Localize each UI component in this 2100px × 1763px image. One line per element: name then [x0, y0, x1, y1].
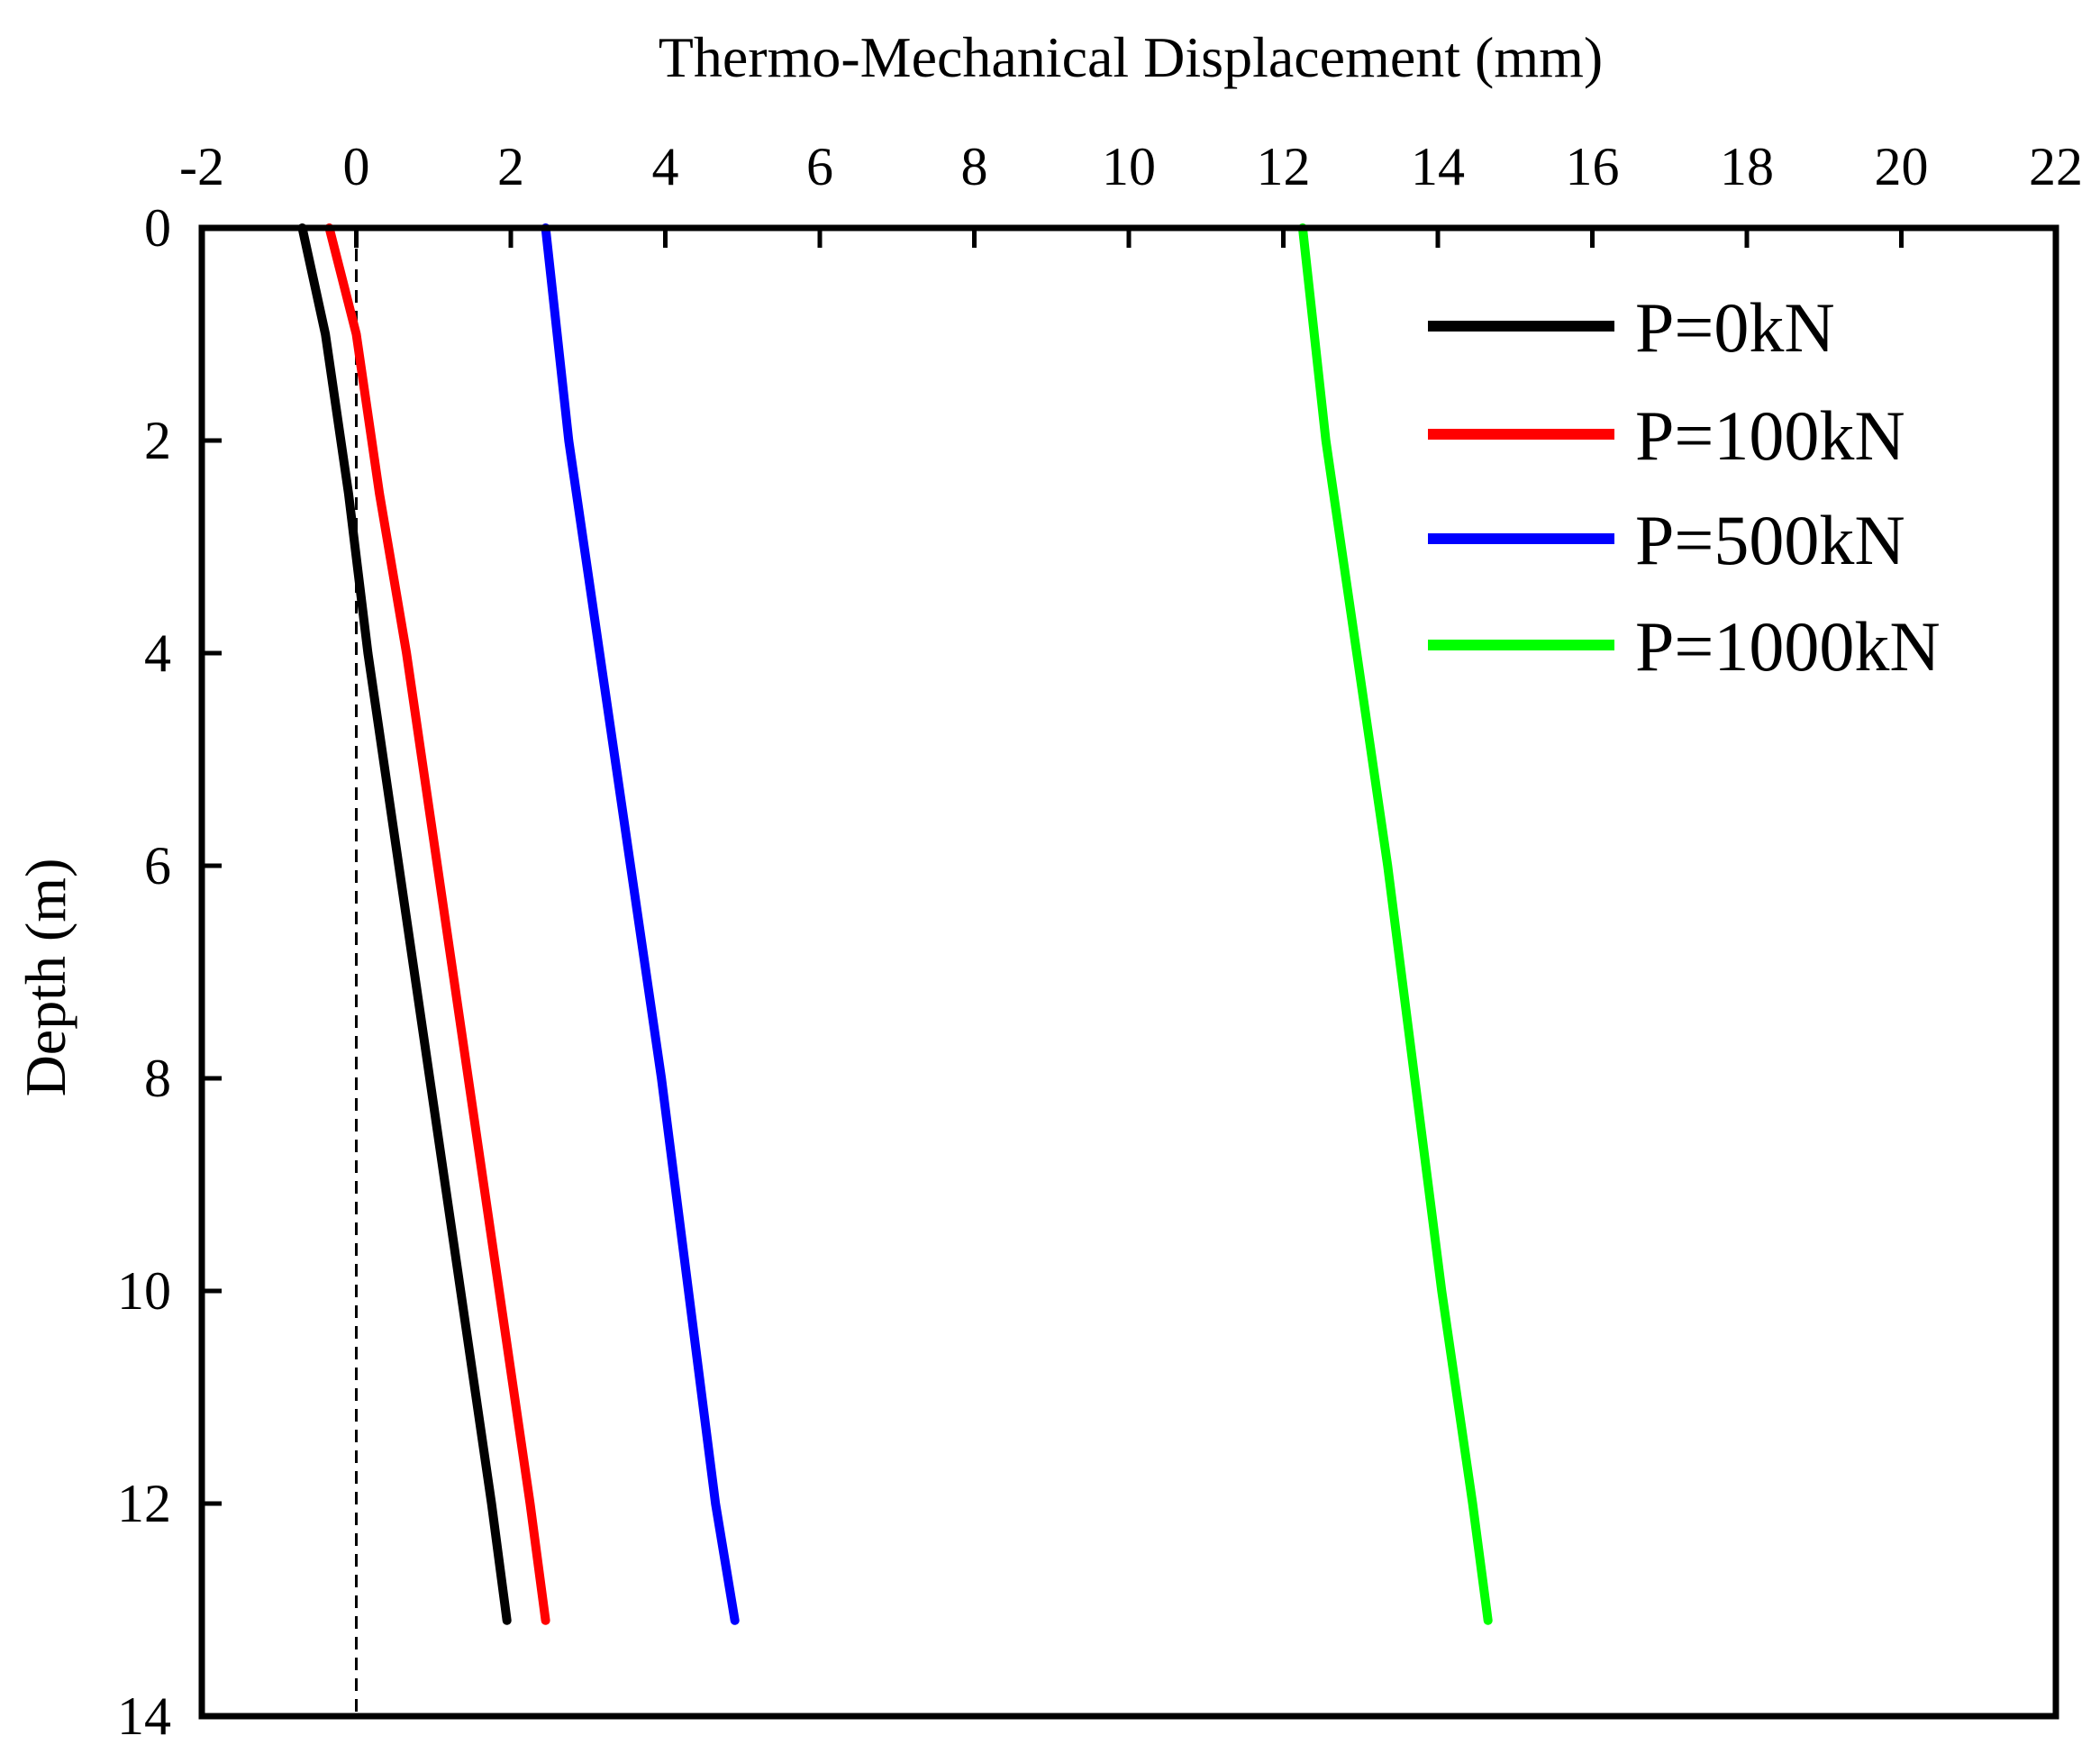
series-line-p-100kn [324, 223, 550, 1625]
x-tick-label: 16 [1566, 137, 1620, 196]
x-tick-label: 0 [343, 137, 370, 196]
x-tick-label: 14 [1411, 137, 1465, 196]
y-tick-label: 10 [117, 1261, 171, 1321]
x-tick-label: 4 [652, 137, 679, 196]
y-tick-label: 4 [144, 623, 171, 683]
plot-layer [297, 223, 1493, 1716]
series-line-p-1000kn [1297, 223, 1493, 1625]
x-tick-label: 20 [1875, 137, 1929, 196]
x-tick-label: 12 [1257, 137, 1311, 196]
y-tick-label: 6 [144, 836, 171, 895]
y-tick-label: 8 [144, 1049, 171, 1108]
plot-frame [198, 224, 2059, 1720]
y-axis-title: Depth (m) [14, 859, 77, 1097]
legend-label-p100: P=100kN [1635, 396, 1905, 475]
x-tick-label: 2 [497, 137, 524, 196]
x-axis-title: Thermo-Mechanical Displacement (mm) [659, 25, 1603, 89]
x-tick-label: 6 [806, 137, 833, 196]
series-line-p-500kn [541, 223, 740, 1625]
y-tick-label: 2 [144, 411, 171, 470]
x-tick-label: 22 [2029, 137, 2083, 196]
legend: P=0kN P=100kN P=500kN P=1000kN [1428, 288, 1941, 686]
x-tick-label: 10 [1102, 137, 1156, 196]
series-line-p-0kn [297, 223, 512, 1625]
legend-label-p500: P=500kN [1635, 501, 1905, 579]
y-tick-label: 0 [144, 198, 171, 258]
y-tick-label: 14 [117, 1686, 171, 1746]
legend-label-p1000: P=1000kN [1635, 607, 1941, 686]
x-tick-label: -2 [179, 137, 224, 196]
y-tick-label: 12 [117, 1474, 171, 1533]
x-tick-label: 18 [1720, 137, 1774, 196]
x-tick-label: 8 [961, 137, 988, 196]
legend-label-p0: P=0kN [1635, 288, 1835, 367]
